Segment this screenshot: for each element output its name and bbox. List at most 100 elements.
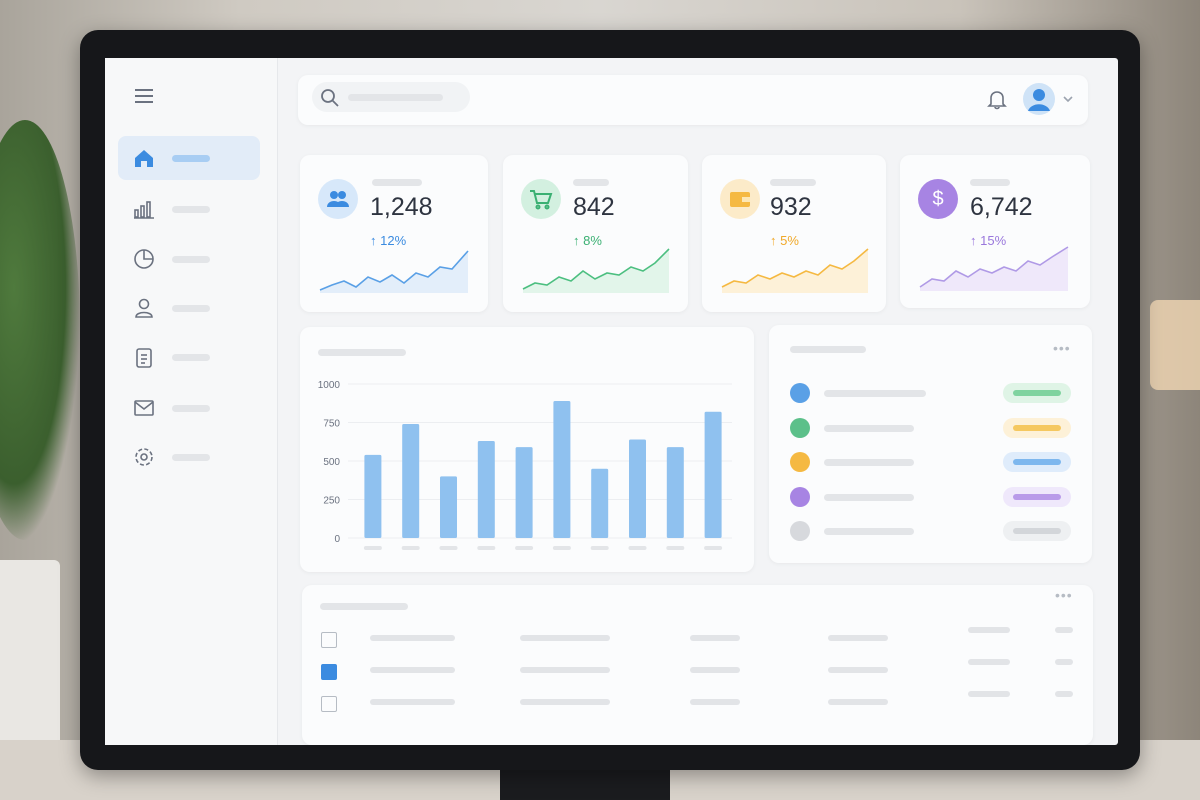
cell-placeholder bbox=[520, 635, 610, 641]
x-label-placeholder bbox=[628, 546, 647, 550]
pot bbox=[0, 560, 60, 760]
settings-icon[interactable] bbox=[133, 446, 155, 468]
y-tick-label: 500 bbox=[323, 457, 340, 468]
pill-placeholder bbox=[1013, 493, 1061, 500]
panel-title-placeholder bbox=[790, 346, 866, 353]
nav-label bbox=[172, 206, 210, 213]
x-label-placeholder bbox=[439, 546, 458, 550]
bar bbox=[515, 447, 533, 538]
cell-placeholder bbox=[828, 667, 888, 673]
list-placeholder bbox=[824, 390, 926, 397]
menu-icon[interactable] bbox=[133, 87, 155, 105]
cell-placeholder bbox=[370, 699, 455, 705]
bar-chart: 0 250 500 750 1000 bbox=[318, 380, 732, 550]
table-title-placeholder bbox=[320, 603, 408, 610]
cell-placeholder bbox=[690, 635, 740, 641]
stat-card: $ 6,742 ↑ 15% bbox=[900, 155, 1090, 308]
home-icon[interactable] bbox=[133, 147, 155, 169]
mail-icon[interactable] bbox=[133, 397, 155, 419]
nav-label bbox=[172, 305, 210, 312]
stat-icon bbox=[318, 179, 358, 219]
bar bbox=[553, 400, 571, 538]
y-tick-label: 250 bbox=[323, 496, 340, 507]
dropdown-caret[interactable] bbox=[1062, 94, 1074, 104]
checkbox[interactable] bbox=[321, 696, 337, 712]
nav-label bbox=[172, 405, 210, 412]
cell-placeholder bbox=[520, 699, 610, 705]
avatar[interactable] bbox=[1022, 82, 1056, 116]
table-panel bbox=[302, 585, 1093, 745]
cell-placeholder bbox=[968, 659, 1010, 665]
x-label-placeholder bbox=[363, 546, 382, 550]
more-dots[interactable]: ••• bbox=[1053, 340, 1071, 356]
bar bbox=[477, 440, 495, 538]
cell-placeholder bbox=[968, 627, 1010, 633]
checkbox[interactable] bbox=[321, 664, 337, 680]
stat-label bbox=[372, 179, 422, 186]
bar bbox=[666, 447, 684, 538]
y-tick-label: 0 bbox=[334, 534, 340, 545]
search-icon bbox=[321, 89, 339, 107]
user-icon[interactable] bbox=[133, 297, 155, 319]
search-placeholder bbox=[348, 94, 443, 101]
bell-icon[interactable] bbox=[986, 88, 1008, 110]
nav-label bbox=[172, 155, 210, 162]
stat-change: ↑ 15% bbox=[970, 233, 1007, 248]
y-tick-label: 750 bbox=[323, 419, 340, 430]
list-placeholder bbox=[824, 424, 914, 432]
stat-change: ↑ 12% bbox=[370, 233, 407, 248]
stat-card: 842 ↑ 8% bbox=[503, 155, 688, 312]
bar bbox=[591, 468, 609, 538]
sparkline bbox=[522, 248, 670, 293]
stat-icon: $ bbox=[918, 179, 958, 219]
pill-placeholder bbox=[1013, 459, 1061, 465]
sparkline bbox=[919, 246, 1069, 291]
cell-placeholder bbox=[370, 635, 455, 641]
stat-icon bbox=[720, 179, 760, 219]
cell-placeholder bbox=[828, 635, 888, 641]
chart-title-placeholder bbox=[318, 349, 406, 356]
bar bbox=[402, 424, 420, 538]
x-label-placeholder bbox=[552, 546, 571, 550]
x-label-placeholder bbox=[666, 546, 685, 550]
pie-icon[interactable] bbox=[133, 248, 155, 270]
stat-value: 1,248 bbox=[370, 193, 433, 221]
chart-icon[interactable] bbox=[133, 198, 155, 220]
cell-placeholder bbox=[690, 667, 740, 673]
list-dot bbox=[790, 521, 810, 541]
bar bbox=[704, 411, 722, 538]
cell-placeholder bbox=[968, 691, 1010, 697]
stat-value: 842 bbox=[573, 193, 615, 221]
stat-label bbox=[770, 179, 816, 186]
list-dot bbox=[790, 417, 810, 438]
x-label-placeholder bbox=[704, 546, 723, 550]
stat-label bbox=[573, 179, 609, 186]
list-dot bbox=[790, 486, 810, 507]
cell-placeholder bbox=[690, 699, 740, 705]
stat-card: 932 ↑ 5% bbox=[702, 155, 886, 312]
list-dot bbox=[790, 383, 810, 403]
nav-label bbox=[172, 354, 210, 361]
stat-value: 932 bbox=[770, 193, 812, 221]
bar bbox=[364, 454, 382, 538]
nav-label bbox=[172, 454, 210, 461]
pill-placeholder bbox=[1013, 424, 1061, 431]
more-dots[interactable]: ••• bbox=[1055, 587, 1073, 603]
stat-value: 6,742 bbox=[970, 193, 1033, 221]
bar bbox=[440, 476, 457, 538]
stat-change: ↑ 8% bbox=[573, 233, 602, 248]
checkbox[interactable] bbox=[321, 632, 337, 648]
cell-placeholder bbox=[1055, 627, 1073, 633]
cell-placeholder bbox=[1055, 691, 1073, 697]
pill-placeholder bbox=[1013, 390, 1061, 396]
list-placeholder bbox=[824, 459, 914, 466]
clipboard-icon[interactable] bbox=[133, 346, 155, 368]
stat-change: ↑ 5% bbox=[770, 233, 799, 248]
x-label-placeholder bbox=[477, 546, 496, 550]
list-dot bbox=[790, 452, 810, 472]
stat-card: 1,248 ↑ 12% bbox=[300, 155, 488, 312]
plant bbox=[0, 120, 80, 540]
x-label-placeholder bbox=[515, 546, 534, 550]
sparkline bbox=[319, 250, 469, 293]
